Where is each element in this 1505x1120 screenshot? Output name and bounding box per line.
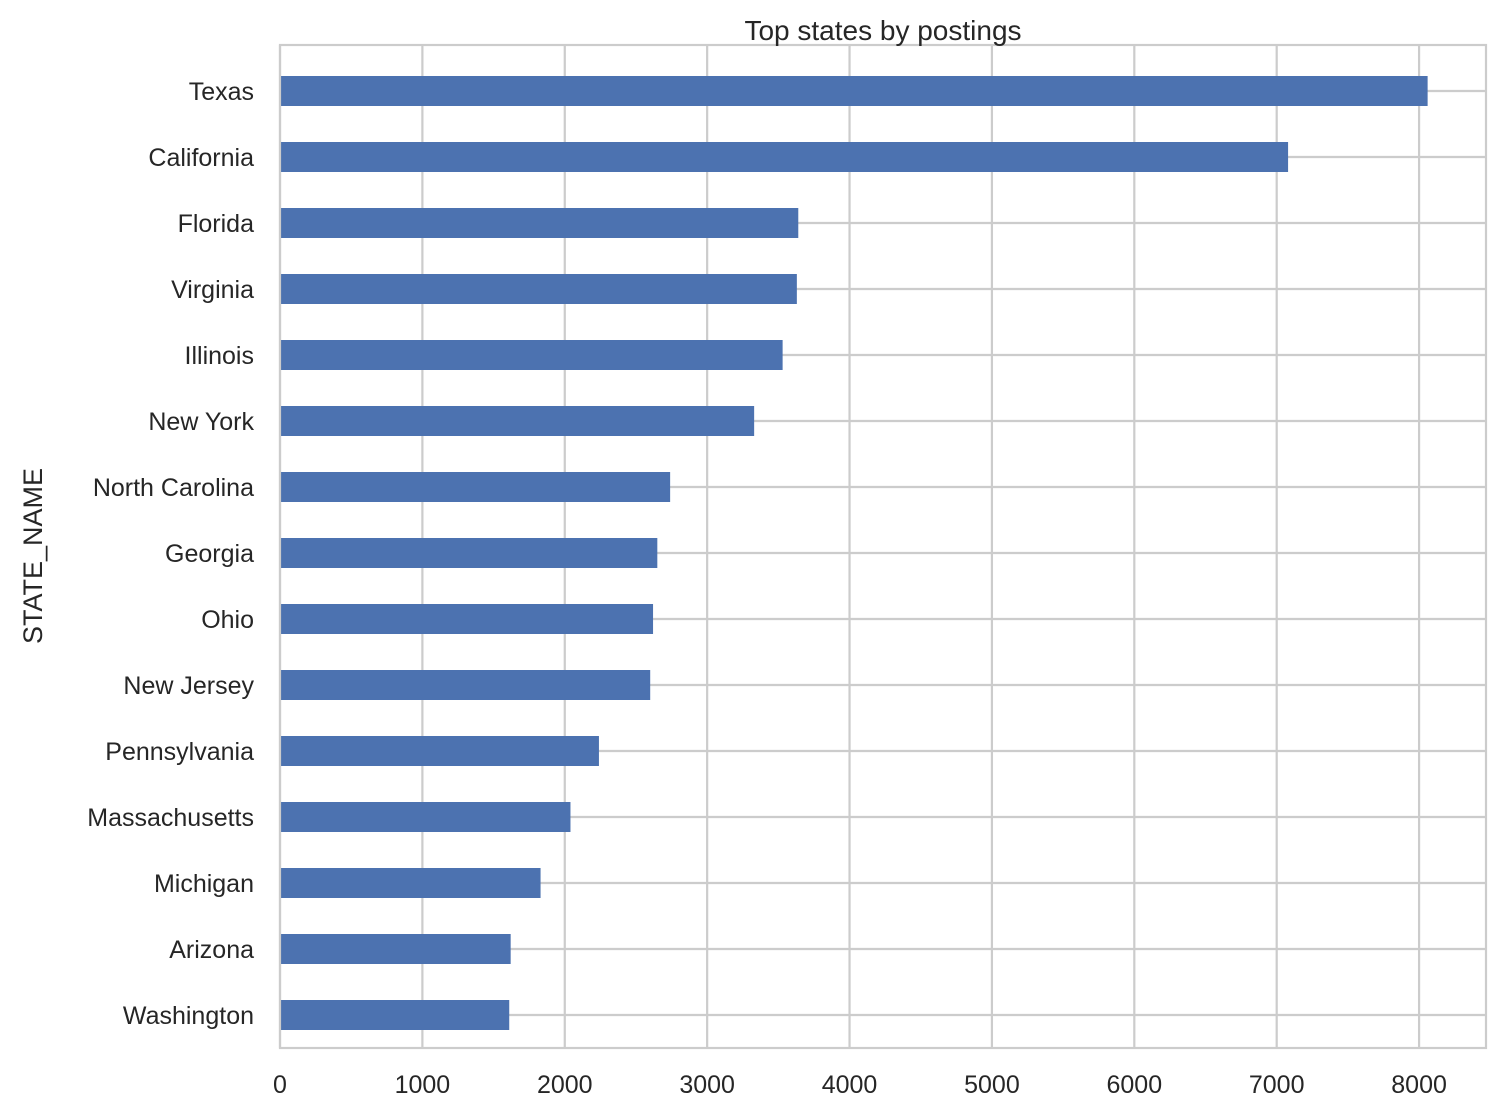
y-tick-label: Massachusetts [87, 804, 254, 832]
y-tick-label: Illinois [185, 342, 254, 370]
y-tick-label: New York [148, 408, 254, 436]
y-tick-label: North Carolina [93, 474, 254, 502]
x-tick-label: 6000 [1106, 1071, 1162, 1099]
y-tick-label: California [148, 144, 254, 172]
bar [280, 802, 571, 832]
bar [280, 868, 541, 898]
plot-frame [278, 43, 1488, 1050]
y-tick-label: Georgia [165, 540, 254, 568]
bar [280, 604, 654, 634]
y-tick-label: Arizona [169, 936, 254, 964]
bar [280, 934, 511, 964]
chart-title: Top states by postings [744, 15, 1021, 46]
y-tick-label: Pennsylvania [105, 738, 254, 766]
y-tick-label: Michigan [154, 870, 254, 898]
x-tick-label: 0 [273, 1071, 287, 1099]
y-tick-label: Florida [178, 210, 255, 238]
y-tick-labels: Texas California Florida Virginia Illinois Ne… [87, 78, 254, 1030]
bar [280, 670, 651, 700]
x-tick-label: 5000 [964, 1071, 1020, 1099]
x-tick-label: 3000 [679, 1071, 735, 1099]
x-tick-labels: 0 1000 2000 3000 4000 5000 6000 7000 8000 [273, 1071, 1447, 1099]
x-tick-label: 4000 [822, 1071, 878, 1099]
y-tick-label: Virginia [171, 276, 254, 304]
bar [280, 340, 783, 370]
bar [280, 406, 755, 436]
y-axis-title: STATE_NAME [18, 468, 48, 644]
x-tick-label: 7000 [1249, 1071, 1305, 1099]
bar [280, 76, 1428, 106]
bar [280, 472, 671, 502]
bar [280, 1000, 510, 1030]
bar [280, 538, 658, 568]
y-tick-label: Ohio [201, 606, 254, 634]
bar [280, 142, 1289, 172]
bars-layer [280, 76, 1428, 1030]
y-tick-label: Texas [189, 78, 254, 106]
x-tick-label: 1000 [395, 1071, 451, 1099]
y-tick-label: New Jersey [123, 672, 254, 700]
bar [280, 208, 799, 238]
y-tick-label: Washington [123, 1002, 254, 1030]
x-tick-label: 8000 [1391, 1071, 1447, 1099]
bar [280, 274, 797, 304]
x-tick-label: 2000 [537, 1071, 593, 1099]
bar [280, 736, 599, 766]
